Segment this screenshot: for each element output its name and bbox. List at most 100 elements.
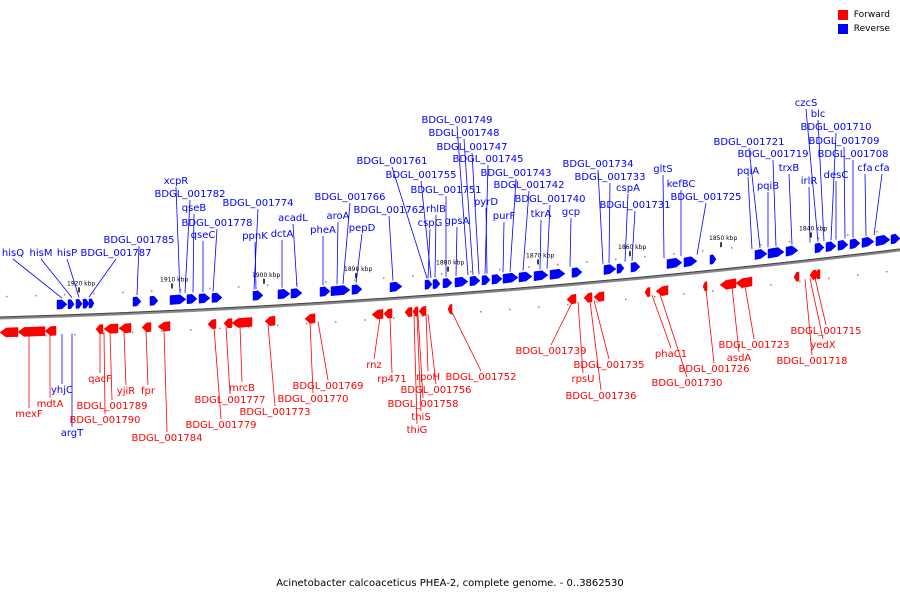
gene-label: mexF (15, 409, 43, 420)
label-leader (88, 258, 117, 298)
gene-label: trxB (779, 163, 800, 174)
scale-tick-label: 1850 kbp (709, 235, 737, 242)
label-leader (66, 258, 80, 298)
scale-dot (509, 308, 511, 311)
label-leader (808, 186, 811, 243)
legend-item-reverse: Reverse (837, 22, 890, 36)
gene-arrow (566, 293, 577, 305)
scale-dot (741, 287, 743, 289)
gene-arrow (418, 305, 427, 317)
scale-dot (383, 277, 385, 279)
gene-arrow (735, 276, 753, 288)
scale-dot (64, 293, 66, 296)
gene-arrow (211, 292, 223, 303)
gene-label: gcp (562, 207, 580, 218)
label-leader (145, 330, 149, 386)
label-leader (817, 119, 825, 242)
label-leader (355, 233, 363, 284)
gene-label: phaC1 (655, 349, 687, 360)
scale-dot (219, 327, 221, 330)
gene-label: BDGL_001784 (131, 433, 202, 444)
gene-arrow (330, 285, 351, 297)
gene-label: yhjC (51, 385, 73, 396)
label-leader (253, 208, 259, 290)
gene-arrows (0, 233, 900, 338)
label-leader (123, 331, 127, 386)
gene-label: BDGL_001719 (737, 149, 808, 160)
scale-dot (122, 291, 124, 294)
label-leader (254, 241, 257, 290)
scale-dot (132, 331, 134, 334)
gene-arrow (481, 275, 491, 286)
gene-arrow (533, 270, 549, 282)
gene-arrow (861, 236, 875, 248)
gene-label: mrcB (229, 383, 255, 394)
label-leader (309, 322, 314, 394)
gene-label: BDGL_001708 (817, 149, 888, 160)
scale-dot (673, 253, 675, 255)
label-leader (608, 182, 611, 264)
gene-label: rp471 (377, 374, 407, 385)
gene-label: BDGL_001710 (800, 122, 871, 133)
scale-tick-label: 1910 kbp (160, 276, 188, 283)
label-leader (659, 294, 688, 378)
gene-label: BDGL_001743 (480, 168, 551, 179)
gene-label: cfa (857, 163, 872, 174)
gene-label: BDGL_001790 (69, 415, 140, 426)
gene-label: BDGL_001789 (76, 401, 147, 412)
label-leader (420, 180, 432, 278)
gene-label: aroA (327, 211, 350, 222)
gene-arrow (277, 289, 291, 300)
label-leader (192, 213, 195, 293)
label-leader (451, 312, 482, 372)
gene-arrow (141, 322, 152, 333)
scale-dot (180, 289, 182, 291)
gene-label: BDGL_001751 (410, 185, 481, 196)
label-leader (864, 173, 867, 237)
gene-label: yedX (810, 340, 835, 351)
legend-label-reverse: Reverse (853, 24, 890, 34)
scale-dot (789, 240, 791, 243)
scale-dot (45, 334, 47, 337)
gene-arrow (469, 275, 481, 287)
label-leader (651, 294, 672, 349)
gene-arrow (644, 287, 651, 298)
gene-arrow (793, 271, 800, 282)
label-leader (569, 217, 572, 267)
gene-arrow (264, 315, 276, 326)
gene-arrow (447, 304, 453, 314)
gene-label: hisM (30, 248, 53, 259)
gene-label: cfa (874, 163, 889, 174)
gene-label: rpoH (416, 372, 440, 383)
gene-label: pqiA (737, 166, 759, 177)
scale-dot (770, 284, 772, 286)
gene-label: BDGL_001736 (565, 391, 636, 402)
gene-arrow (549, 268, 566, 280)
label-leader (696, 202, 707, 255)
gene-arrow (198, 293, 211, 304)
scale-dot (451, 313, 453, 315)
scale-dot (615, 258, 617, 261)
label-leader (12, 258, 63, 299)
gene-label: BDGL_001718 (776, 356, 847, 367)
label-leader (427, 228, 431, 279)
gene-arrow (290, 288, 303, 299)
gene-label: BDGL_001774 (222, 198, 293, 209)
gene-label: cspA (616, 183, 640, 194)
gene-label: BDGL_001748 (428, 128, 499, 139)
forward-swatch (837, 10, 848, 20)
label-leader (550, 302, 573, 346)
gene-label: BDGL_001785 (103, 235, 174, 246)
gene-arrow (207, 319, 217, 330)
gene-arrow (169, 294, 187, 305)
gene-label: pqiB (757, 181, 779, 192)
scale-dot (654, 295, 656, 298)
scale-dot (74, 333, 76, 336)
gene-arrow (186, 294, 198, 305)
gene-arrow (252, 290, 264, 301)
gene-label: dctA (271, 229, 294, 240)
scale-dot (441, 273, 443, 275)
gene-arrow (666, 257, 683, 269)
scale-dot (190, 329, 192, 331)
legend-label-forward: Forward (853, 10, 890, 20)
